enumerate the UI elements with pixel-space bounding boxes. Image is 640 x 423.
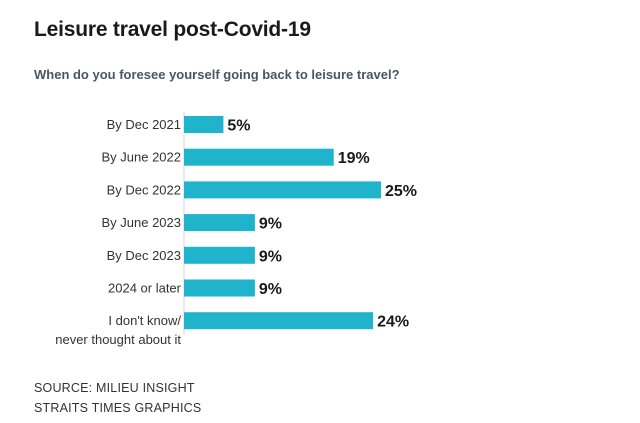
bar-chart: By Dec 2021 5% By June 2022 19% By Dec 2022 2… [55,112,417,347]
value-label: 9% [259,216,282,233]
category-label: By Dec 2021 [107,117,181,132]
value-label: 9% [259,248,282,265]
value-label: 19% [338,150,370,167]
source-credit: SOURCE: MILIEU INSIGHT [34,381,195,395]
category-label: By Dec 2023 [107,248,181,263]
bar [184,312,374,330]
category-label: I don't know/never thought about it [55,313,181,347]
category-label: By June 2022 [101,150,181,165]
graphics-credit: STRAITS TIMES GRAPHICS [34,401,202,415]
chart-title: Leisure travel post-Covid-19 [34,18,311,41]
bar [184,279,255,297]
chart-subtitle: When do you foresee yourself going back … [34,67,400,82]
category-label: By June 2023 [101,215,181,230]
bar [184,148,334,166]
category-label: 2024 or later [108,281,182,296]
bar [184,116,224,133]
bar [184,214,255,232]
value-label: 25% [385,183,417,200]
bar [184,246,255,264]
value-label: 9% [259,281,282,298]
value-label: 24% [377,314,409,331]
category-label: By Dec 2022 [107,182,181,197]
value-label: 5% [227,118,250,135]
bar [184,181,381,199]
